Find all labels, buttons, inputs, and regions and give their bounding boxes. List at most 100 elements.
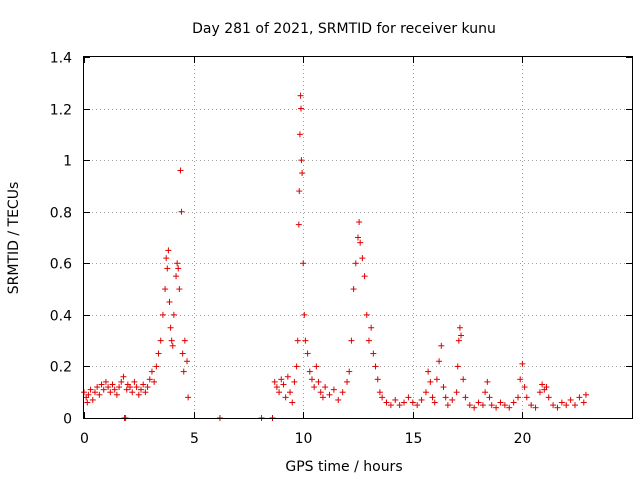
x-tick-label: 15 bbox=[405, 431, 423, 447]
data-point bbox=[174, 260, 181, 267]
data-point bbox=[322, 384, 329, 391]
data-point bbox=[157, 337, 164, 344]
data-point bbox=[456, 324, 463, 331]
data-point bbox=[85, 391, 92, 398]
data-point bbox=[458, 332, 465, 339]
data-point bbox=[543, 384, 550, 391]
data-point bbox=[352, 260, 359, 267]
axis-ticks: 0 0.2 0.4 0.6 0.8 1 1.2 1.4 0 5 10 15 20 bbox=[50, 51, 632, 447]
data-point bbox=[170, 311, 177, 318]
data-point bbox=[107, 389, 114, 396]
data-point bbox=[315, 378, 322, 385]
data-point bbox=[100, 386, 107, 393]
data-point bbox=[133, 384, 140, 391]
y-tick-label: 0.2 bbox=[50, 360, 72, 376]
data-point bbox=[169, 342, 176, 349]
data-point bbox=[346, 368, 353, 375]
data-point bbox=[89, 396, 96, 403]
x-tick-label: 20 bbox=[514, 431, 532, 447]
data-point bbox=[454, 363, 461, 370]
data-point bbox=[462, 394, 469, 401]
data-point bbox=[453, 389, 460, 396]
data-point bbox=[175, 265, 182, 272]
y-tick-label: 0 bbox=[63, 412, 72, 428]
y-tick-label: 0.8 bbox=[50, 206, 72, 222]
data-point bbox=[297, 92, 304, 99]
data-point bbox=[431, 399, 438, 406]
data-point bbox=[113, 391, 120, 398]
y-tick-label: 1.2 bbox=[50, 103, 72, 119]
data-point bbox=[493, 404, 500, 411]
data-point bbox=[173, 273, 180, 280]
data-point bbox=[159, 311, 166, 318]
data-point bbox=[293, 363, 300, 370]
data-point bbox=[440, 384, 447, 391]
data-point bbox=[300, 260, 307, 267]
data-point bbox=[123, 386, 130, 393]
data-point bbox=[357, 239, 364, 246]
data-point bbox=[539, 381, 546, 388]
data-point bbox=[282, 394, 289, 401]
data-point bbox=[414, 402, 421, 409]
data-point bbox=[304, 350, 311, 357]
data-point bbox=[176, 286, 183, 293]
data-point bbox=[280, 381, 287, 388]
data-point bbox=[317, 389, 324, 396]
data-point bbox=[98, 381, 105, 388]
data-point bbox=[118, 378, 125, 385]
data-point bbox=[482, 389, 489, 396]
data-point bbox=[368, 324, 375, 331]
data-point bbox=[523, 394, 530, 401]
data-point bbox=[506, 404, 513, 411]
data-point bbox=[580, 399, 587, 406]
data-point bbox=[479, 402, 486, 409]
data-point bbox=[401, 399, 408, 406]
data-point bbox=[374, 376, 381, 383]
data-point bbox=[449, 396, 456, 403]
data-point bbox=[425, 368, 432, 375]
y-tick-label: 0.6 bbox=[50, 257, 72, 273]
data-point bbox=[396, 402, 403, 409]
data-point bbox=[409, 399, 416, 406]
data-point bbox=[361, 273, 368, 280]
data-point bbox=[177, 167, 184, 174]
data-point bbox=[576, 394, 583, 401]
y-tick-label: 0.4 bbox=[50, 309, 72, 325]
data-point bbox=[444, 402, 451, 409]
data-point bbox=[370, 350, 377, 357]
data-point bbox=[376, 389, 383, 396]
data-point bbox=[306, 368, 313, 375]
data-point bbox=[379, 394, 386, 401]
data-point bbox=[355, 234, 361, 241]
data-point bbox=[271, 378, 278, 385]
x-tick-label: 5 bbox=[190, 431, 199, 447]
data-point bbox=[442, 394, 449, 401]
data-point bbox=[302, 337, 309, 344]
data-point bbox=[582, 391, 589, 398]
data-point bbox=[488, 402, 495, 409]
data-point bbox=[372, 363, 379, 370]
x-tick-label: 0 bbox=[80, 431, 89, 447]
data-point bbox=[144, 384, 151, 391]
data-point bbox=[563, 402, 570, 409]
data-point bbox=[164, 265, 171, 272]
data-point bbox=[299, 170, 306, 177]
data-point bbox=[278, 376, 285, 383]
data-point bbox=[179, 350, 186, 357]
data-point bbox=[181, 337, 188, 344]
data-point bbox=[167, 324, 174, 331]
data-point bbox=[471, 404, 478, 411]
data-point bbox=[550, 402, 557, 409]
data-point bbox=[532, 404, 539, 411]
data-point bbox=[308, 376, 315, 383]
data-point bbox=[484, 378, 491, 385]
data-point bbox=[287, 389, 294, 396]
data-point bbox=[102, 378, 109, 385]
data-point bbox=[501, 402, 508, 409]
data-point bbox=[273, 384, 280, 391]
data-point bbox=[289, 399, 296, 406]
data-point bbox=[363, 311, 370, 318]
data-point bbox=[87, 386, 94, 393]
data-point bbox=[519, 360, 526, 367]
data-point bbox=[460, 376, 467, 383]
